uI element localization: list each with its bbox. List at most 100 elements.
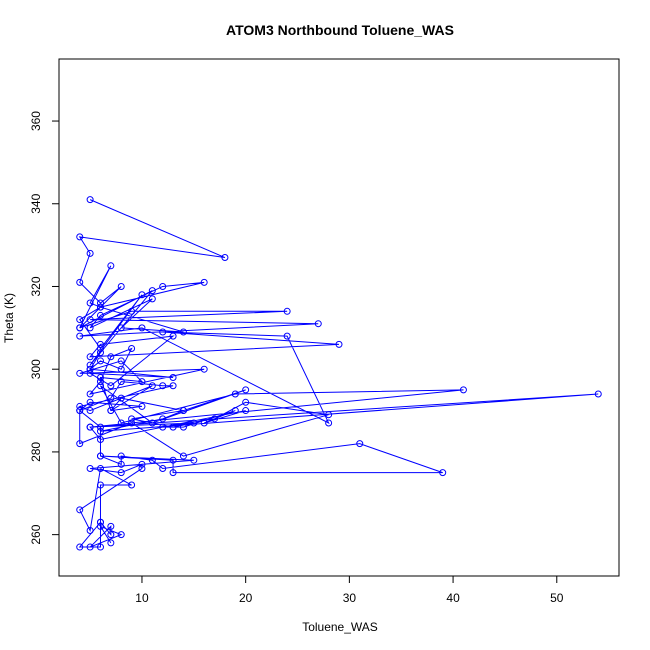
data-point bbox=[96, 481, 104, 489]
data-point bbox=[117, 419, 125, 427]
x-tick-label: 30 bbox=[343, 591, 357, 605]
data-point bbox=[356, 440, 364, 448]
data-point bbox=[117, 452, 125, 460]
data-point bbox=[86, 407, 94, 415]
y-axis-label: Theta (K) bbox=[2, 293, 16, 343]
data-point bbox=[117, 531, 125, 539]
data-point bbox=[96, 427, 104, 435]
x-tick-label: 50 bbox=[550, 591, 564, 605]
data-point bbox=[96, 543, 104, 551]
data-point bbox=[107, 407, 115, 415]
data-point bbox=[138, 402, 146, 410]
data-point bbox=[96, 349, 104, 357]
data-point bbox=[335, 340, 343, 348]
data-point bbox=[96, 464, 104, 472]
data-point bbox=[169, 382, 177, 390]
data-point bbox=[325, 419, 333, 427]
data-point bbox=[159, 464, 167, 472]
data-point bbox=[86, 316, 94, 324]
data-point bbox=[76, 369, 84, 377]
data-point bbox=[242, 407, 250, 415]
data-point bbox=[76, 402, 84, 410]
data-point bbox=[138, 464, 146, 472]
data-point bbox=[96, 303, 104, 311]
data-point bbox=[200, 278, 208, 286]
data-point bbox=[117, 282, 125, 290]
data-point bbox=[148, 287, 156, 295]
y-tick-label: 340 bbox=[29, 193, 43, 213]
data-point bbox=[76, 324, 84, 332]
data-point bbox=[86, 369, 94, 377]
data-point bbox=[169, 423, 177, 431]
data-point bbox=[76, 316, 84, 324]
data-point bbox=[96, 436, 104, 444]
data-point bbox=[96, 373, 104, 381]
data-point bbox=[96, 345, 104, 353]
data-point bbox=[128, 345, 136, 353]
data-point bbox=[76, 407, 84, 415]
data-point bbox=[200, 419, 208, 427]
data-point bbox=[314, 320, 322, 328]
data-point bbox=[76, 233, 84, 241]
data-point bbox=[107, 539, 115, 547]
data-point bbox=[76, 440, 84, 448]
y-tick-label: 320 bbox=[29, 276, 43, 296]
data-point bbox=[117, 394, 125, 402]
data-point bbox=[86, 527, 94, 535]
data-point bbox=[200, 365, 208, 373]
data-point bbox=[159, 382, 167, 390]
data-point bbox=[148, 382, 156, 390]
data-point bbox=[169, 456, 177, 464]
data-point bbox=[96, 311, 104, 319]
data-point bbox=[159, 328, 167, 336]
data-point bbox=[117, 365, 125, 373]
data-point bbox=[107, 382, 115, 390]
data-point bbox=[117, 469, 125, 477]
data-point bbox=[169, 373, 177, 381]
data-point bbox=[459, 386, 467, 394]
data-point bbox=[190, 419, 198, 427]
data-point bbox=[107, 262, 115, 270]
data-point bbox=[128, 307, 136, 315]
data-point bbox=[76, 543, 84, 551]
data-point bbox=[76, 332, 84, 340]
x-tick-label: 40 bbox=[446, 591, 460, 605]
data-point bbox=[96, 357, 104, 365]
y-tick-label: 300 bbox=[29, 359, 43, 379]
data-point bbox=[107, 522, 115, 530]
data-point bbox=[231, 407, 239, 415]
data-point bbox=[169, 332, 177, 340]
data-point bbox=[138, 378, 146, 386]
data-point bbox=[231, 390, 239, 398]
data-point bbox=[211, 415, 219, 423]
data-point bbox=[86, 361, 94, 369]
data-point bbox=[96, 452, 104, 460]
data-point bbox=[76, 506, 84, 514]
data-point bbox=[179, 407, 187, 415]
data-point bbox=[169, 469, 177, 477]
series-line bbox=[78, 199, 599, 548]
data-point bbox=[179, 452, 187, 460]
data-point bbox=[138, 324, 146, 332]
data-point bbox=[96, 522, 104, 530]
data-point bbox=[86, 543, 94, 551]
data-point bbox=[594, 390, 602, 398]
data-point bbox=[159, 282, 167, 290]
data-point bbox=[148, 456, 156, 464]
data-point bbox=[242, 398, 250, 406]
data-point bbox=[86, 324, 94, 332]
data-point bbox=[86, 353, 94, 361]
data-point bbox=[86, 196, 94, 204]
data-point bbox=[117, 324, 125, 332]
data-point bbox=[107, 531, 115, 539]
data-point bbox=[96, 423, 104, 431]
data-point bbox=[86, 464, 94, 472]
data-point bbox=[86, 398, 94, 406]
data-point bbox=[86, 249, 94, 257]
data-point bbox=[242, 386, 250, 394]
data-point bbox=[117, 357, 125, 365]
data-point bbox=[86, 390, 94, 398]
data-point bbox=[96, 382, 104, 390]
data-point bbox=[325, 411, 333, 419]
